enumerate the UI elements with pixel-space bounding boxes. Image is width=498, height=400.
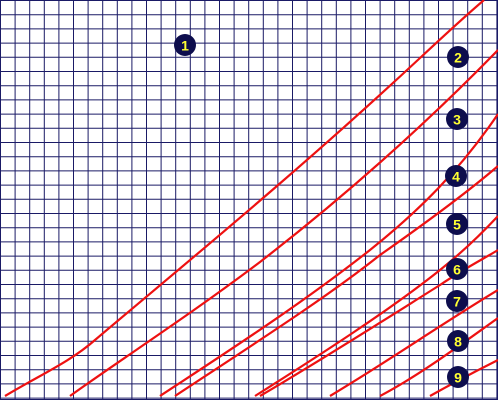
marker-label: 6 — [453, 262, 461, 278]
curve — [379, 317, 498, 397]
marker-label: 1 — [181, 38, 189, 54]
curve — [329, 289, 498, 397]
marker-circle — [446, 108, 468, 130]
marker-circle — [446, 213, 468, 235]
marker-circle — [447, 330, 469, 352]
marker-label: 5 — [453, 217, 461, 233]
marker-circle — [446, 290, 468, 312]
marker-circle — [447, 366, 469, 388]
marker-label: 3 — [453, 112, 461, 128]
curve — [174, 254, 381, 397]
marker-label: 4 — [452, 169, 460, 185]
markers: 1 2 3 4 5 6 7 8 9 — [174, 34, 469, 388]
marker-circle — [445, 165, 467, 187]
curve — [259, 249, 498, 397]
curve — [254, 165, 498, 397]
marker-label: 2 — [454, 50, 462, 66]
marker-label: 8 — [454, 334, 462, 350]
curve — [4, 0, 485, 397]
marker-circle — [446, 258, 468, 280]
marker-circle — [174, 34, 196, 56]
marker-label: 9 — [454, 370, 462, 386]
marker-circle — [447, 46, 469, 68]
marker-label: 7 — [453, 294, 461, 310]
curve — [69, 49, 498, 397]
